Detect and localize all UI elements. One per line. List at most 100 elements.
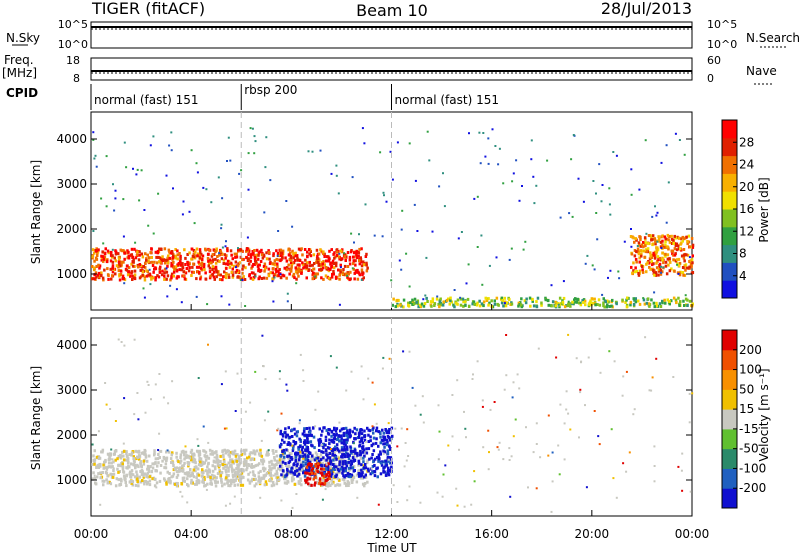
echo-cell xyxy=(101,479,104,483)
scatter-cell xyxy=(404,442,407,444)
echo-cell xyxy=(111,266,115,270)
echo-cell xyxy=(334,484,337,488)
echo-cell xyxy=(186,455,189,459)
scatter-cell xyxy=(408,485,411,488)
echo-cell xyxy=(362,456,365,460)
echo-cell xyxy=(280,251,283,255)
echo-cell xyxy=(341,450,344,454)
echo-cell xyxy=(144,265,147,269)
scatter-cell xyxy=(339,266,342,269)
echo-cell xyxy=(190,478,193,482)
echo-cell xyxy=(317,263,321,266)
scatter-cell xyxy=(259,496,262,499)
echo-cell xyxy=(166,256,169,260)
echo-cell xyxy=(173,267,177,271)
scatter-cell xyxy=(99,503,102,506)
echo-cell xyxy=(126,466,129,470)
echo-cell xyxy=(641,270,645,274)
echo-cell xyxy=(304,449,307,452)
echo-cell xyxy=(294,254,297,258)
echo-cell xyxy=(281,433,285,436)
echo-cell xyxy=(328,477,331,481)
echo-cell xyxy=(437,303,440,306)
echo-cell xyxy=(109,267,112,271)
echo-cell xyxy=(149,251,152,255)
echo-cell xyxy=(109,452,113,456)
echo-cell xyxy=(114,250,118,254)
scatter-cell xyxy=(251,127,254,130)
echo-cell xyxy=(147,256,151,260)
scatter-cell xyxy=(335,164,338,167)
echo-cell xyxy=(361,482,365,486)
echo-cell xyxy=(360,432,364,436)
echo-cell xyxy=(283,477,286,481)
echo-cell xyxy=(186,471,190,475)
echo-cell xyxy=(325,484,328,488)
echo-cell xyxy=(356,277,360,281)
echo-cell xyxy=(316,465,320,469)
echo-cell xyxy=(644,241,648,245)
echo-cell xyxy=(363,454,366,458)
echo-cell xyxy=(346,455,349,458)
echo-cell xyxy=(122,474,126,478)
echo-cell xyxy=(422,304,426,308)
echo-cell xyxy=(91,265,94,268)
echo-cell xyxy=(204,248,207,252)
echo-cell xyxy=(143,452,146,456)
scatter-cell xyxy=(146,380,149,383)
echo-cell xyxy=(273,458,276,462)
echo-cell xyxy=(192,253,196,257)
echo-cell xyxy=(175,484,179,488)
echo-cell xyxy=(198,450,202,454)
echo-cell xyxy=(353,251,356,255)
echo-cell xyxy=(288,272,291,276)
echo-cell xyxy=(223,482,226,486)
scatter-cell xyxy=(261,334,264,337)
echo-cell xyxy=(630,265,633,269)
scatter-cell xyxy=(592,180,595,182)
echo-cell xyxy=(285,268,289,272)
echo-cell xyxy=(192,468,196,472)
echo-cell xyxy=(520,297,523,301)
echo-cell xyxy=(133,273,137,277)
echo-cell xyxy=(429,300,433,304)
scatter-cell xyxy=(489,408,492,411)
echo-cell xyxy=(320,433,323,437)
echo-cell xyxy=(290,476,294,480)
echo-cell xyxy=(166,470,169,474)
echo-cell xyxy=(686,298,689,302)
echo-cell xyxy=(302,441,306,444)
echo-cell xyxy=(346,452,349,456)
echo-cell xyxy=(271,277,274,281)
echo-cell xyxy=(325,267,329,271)
power-ylabel: Slant Range [km] xyxy=(29,160,43,264)
echo-cell xyxy=(652,269,655,272)
echo-cell xyxy=(292,471,295,475)
echo-cell xyxy=(118,274,121,278)
echo-cell xyxy=(198,248,202,252)
echo-cell xyxy=(646,261,649,265)
echo-cell xyxy=(328,428,331,432)
scatter-cell xyxy=(400,427,403,430)
echo-cell xyxy=(211,265,215,269)
echo-cell xyxy=(92,458,95,462)
echo-cell xyxy=(683,259,686,263)
echo-cell xyxy=(91,254,94,258)
echo-cell xyxy=(130,253,133,257)
echo-cell xyxy=(181,265,184,269)
echo-cell xyxy=(342,469,345,473)
scatter-cell xyxy=(677,272,680,275)
colorbar-swatch xyxy=(722,409,737,430)
scatter-cell xyxy=(414,404,417,407)
echo-cell xyxy=(433,302,437,306)
echo-cell xyxy=(245,256,248,260)
echo-cell xyxy=(319,248,322,252)
echo-cell xyxy=(297,458,301,462)
echo-cell xyxy=(651,242,655,246)
echo-cell xyxy=(202,471,205,475)
echo-cell xyxy=(336,250,339,254)
echo-cell xyxy=(317,459,321,463)
echo-cell xyxy=(276,262,279,266)
echo-cell xyxy=(360,439,363,443)
echo-cell xyxy=(654,251,658,255)
